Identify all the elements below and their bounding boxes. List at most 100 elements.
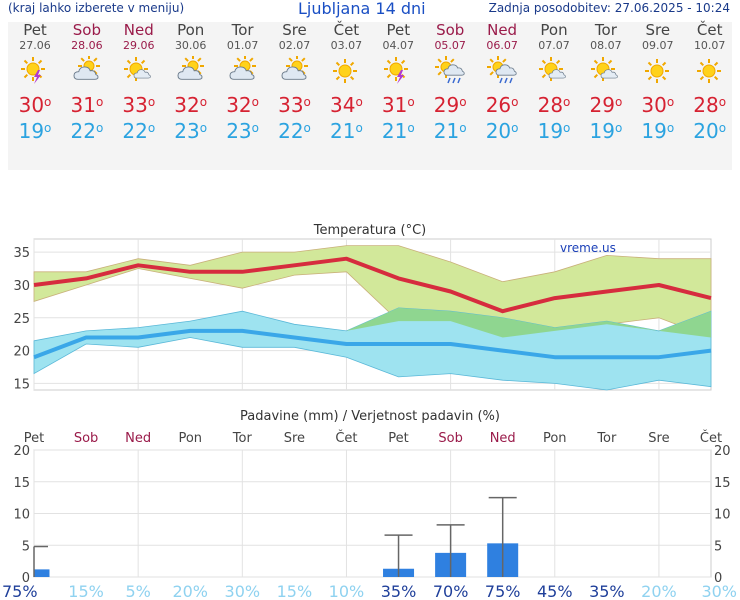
max-temp: 28o — [537, 93, 571, 117]
day-name: Pet — [23, 21, 47, 39]
precip-y-tick-label-left: 0 — [22, 571, 30, 586]
max-temp: 29o — [589, 93, 623, 117]
precip-y-tick-label-right: 5 — [714, 539, 722, 554]
day-date: 03.07 — [330, 39, 363, 52]
day-column: Pon 30.06 32o 23o — [165, 22, 217, 144]
day-name: Sob — [72, 21, 101, 39]
precip-y-tick-label-left: 10 — [13, 508, 30, 523]
sun-rain-icon — [424, 52, 476, 92]
chart-watermark: vreme.us — [560, 241, 616, 255]
day-name: Pon — [177, 21, 205, 39]
precip-y-tick-label-left: 15 — [13, 476, 30, 491]
day-name: Čet — [696, 21, 723, 39]
day-date: 10.07 — [693, 39, 726, 52]
precip-x-category-label: Ned — [490, 431, 516, 446]
day-column: Čet 10.07 28o 20o — [684, 22, 736, 144]
sun-storm-icon — [372, 52, 424, 92]
day-column: Sob 05.07 29o 21o — [424, 22, 476, 144]
day-column: Pon 07.07 28o 19o — [528, 22, 580, 144]
max-temperature-line — [33, 256, 712, 314]
day-column: Sre 02.07 33o 22o — [269, 22, 321, 144]
min-temperature-line — [33, 328, 712, 360]
temp-y-tick-label: 20 — [13, 345, 30, 360]
temperature-chart-title: Temperatura (°C) — [313, 223, 426, 238]
day-date: 28.06 — [71, 39, 103, 52]
sun-cloud-icon — [165, 52, 217, 92]
max-temp: 28o — [693, 93, 727, 117]
precipitation-bar — [34, 569, 50, 577]
precipitation-probability-label: 75% — [2, 582, 38, 600]
day-date: 27.06 — [19, 39, 51, 52]
min-temp: 20o — [485, 119, 519, 143]
max-temp: 34o — [329, 93, 363, 117]
day-column: Tor 08.07 29o 19o — [580, 22, 632, 144]
day-date: 08.07 — [590, 39, 622, 52]
sun-cloud-icon — [269, 52, 321, 92]
day-name: Tor — [594, 21, 617, 39]
precipitation-probability-label: 15% — [68, 582, 104, 600]
precipitation-probability-label: 30% — [701, 582, 737, 600]
precipitation-probability-label: 20% — [172, 582, 208, 600]
precipitation-probability-label: 35% — [381, 582, 417, 600]
sun-icon — [632, 52, 684, 92]
precipitation-probability-label: 45% — [537, 582, 573, 600]
sun-small-cloud-icon — [580, 52, 632, 92]
day-date: 02.07 — [278, 39, 311, 52]
max-temp: 32o — [226, 93, 259, 117]
precipitation-probability-label: 35% — [589, 582, 625, 600]
daily-forecast-strip: Pet 27.06 30o 19o Sob 28.06 31o 22o Ned 29.06 33o 2… — [8, 22, 732, 170]
day-name: Sob — [436, 21, 465, 39]
precip-y-tick-label-left: 5 — [22, 539, 30, 554]
page-title: Ljubljana 14 dni — [298, 0, 426, 18]
charts-area: Temperatura (°C) 15 20 25 30 35 vreme.us Padavi… — [2, 223, 737, 600]
temp-y-tick-label: 25 — [13, 312, 30, 327]
max-temp: 26o — [485, 93, 519, 117]
temp-y-tick-label: 15 — [13, 377, 30, 392]
min-temp: 21o — [329, 119, 363, 143]
day-column: Tor 01.07 32o 23o — [217, 22, 269, 144]
day-column: Ned 29.06 33o 22o — [113, 22, 165, 144]
day-name: Pon — [540, 21, 568, 39]
day-date: 04.07 — [382, 39, 415, 52]
precip-x-category-label: Sob — [74, 431, 98, 446]
day-column: Ned 06.07 26o 20o — [476, 22, 528, 144]
max-temp: 33o — [278, 93, 311, 117]
precip-y-tick-label-right: 15 — [714, 476, 731, 491]
min-temp: 21o — [381, 119, 415, 143]
precip-y-tick-label-left: 20 — [13, 444, 30, 459]
precip-x-category-label: Sre — [284, 431, 305, 446]
precip-x-category-label: Tor — [232, 431, 253, 446]
last-updated: Zadnja posodobitev: 27.06.2025 - 10:24 — [488, 1, 730, 15]
precip-x-category-label: Sre — [648, 431, 669, 446]
day-column: Pet 27.06 30o 19o — [9, 22, 61, 144]
min-temp: 20o — [693, 119, 727, 143]
precip-x-category-label: Sob — [438, 431, 462, 446]
precip-x-category-label: Pon — [178, 431, 202, 446]
day-name: Tor — [231, 21, 254, 39]
day-name: Ned — [487, 21, 518, 39]
precip-x-category-label: Pet — [24, 431, 44, 446]
sun-cloud-icon — [61, 52, 113, 92]
day-name: Ned — [123, 21, 154, 39]
precipitation-probability-label: 10% — [329, 582, 365, 600]
min-temp: 23o — [226, 119, 259, 143]
min-temp: 19o — [589, 119, 623, 143]
max-temp: 29o — [433, 93, 467, 117]
min-temp: 22o — [70, 119, 104, 143]
sun-storm-icon — [9, 52, 61, 92]
precip-x-category-label: Pet — [388, 431, 408, 446]
min-temp: 19o — [537, 119, 571, 143]
precipitation-probability-label: 30% — [225, 582, 261, 600]
max-temp: 30o — [18, 93, 52, 117]
precipitation-probability-label: 70% — [433, 582, 469, 600]
min-temp: 19o — [18, 119, 52, 143]
sun-rain-icon — [476, 52, 528, 92]
max-temp: 30o — [641, 93, 675, 117]
header-menu-hint[interactable]: (kraj lahko izberete v meniju) — [8, 1, 185, 15]
sun-icon — [684, 52, 736, 92]
precip-x-category-label: Tor — [596, 431, 617, 446]
temp-y-tick-label: 30 — [13, 279, 30, 294]
max-temp: 32o — [174, 93, 208, 117]
precipitation-probability-label: 5% — [125, 582, 150, 600]
day-column: Čet 03.07 34o 21o — [320, 22, 372, 144]
